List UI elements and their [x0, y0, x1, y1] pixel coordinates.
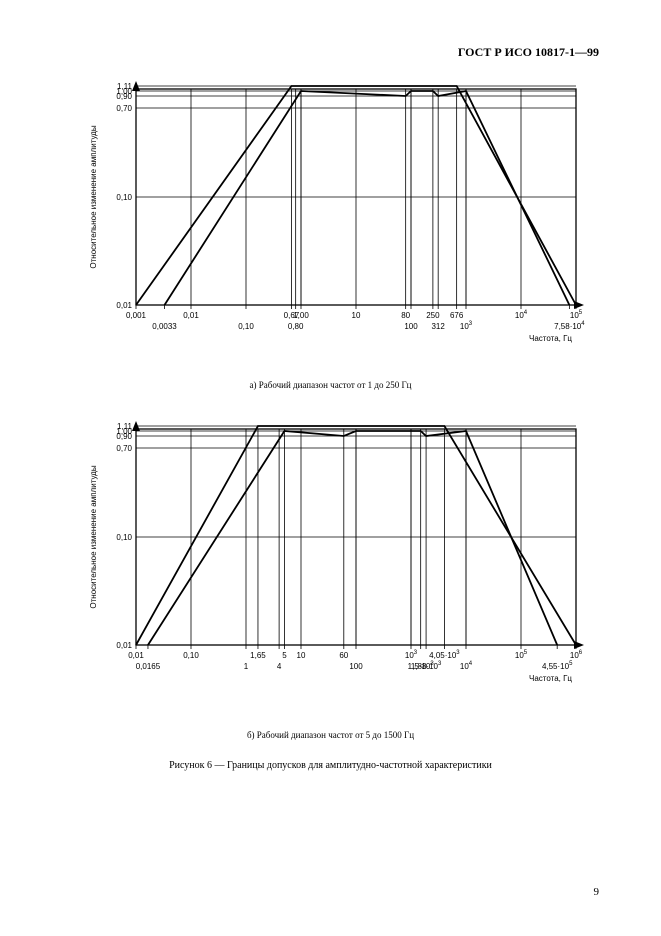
chart-b-subcaption: б) Рабочий диапазон частот от 5 до 1500 …: [0, 730, 661, 740]
svg-text:Относительное изменение амплит: Относительное изменение амплитуды: [89, 125, 98, 268]
svg-text:0,10: 0,10: [116, 193, 132, 202]
document-page: ГОСТ Р ИСО 10817-1—99 0,010,100,700,901,…: [0, 0, 661, 936]
svg-text:250: 250: [426, 311, 440, 320]
svg-text:80: 80: [401, 311, 410, 320]
svg-text:0,70: 0,70: [116, 104, 132, 113]
svg-text:0,10: 0,10: [116, 533, 132, 542]
svg-text:1: 1: [244, 662, 249, 671]
svg-text:100: 100: [349, 662, 363, 671]
svg-text:0,80: 0,80: [288, 322, 304, 331]
svg-text:0,001: 0,001: [126, 311, 147, 320]
svg-text:1,11: 1,11: [117, 82, 133, 91]
svg-text:1,11: 1,11: [117, 422, 133, 431]
svg-text:Относительное изменение амплит: Относительное изменение амплитуды: [89, 465, 98, 608]
svg-text:0,01: 0,01: [116, 301, 132, 310]
svg-text:Частота, Гц: Частота, Гц: [529, 674, 572, 683]
svg-text:0,10: 0,10: [238, 322, 254, 331]
svg-text:0,01: 0,01: [183, 311, 199, 320]
svg-text:Частота, Гц: Частота, Гц: [529, 334, 572, 343]
svg-text:0,0165: 0,0165: [136, 662, 161, 671]
svg-text:4: 4: [277, 662, 282, 671]
chart-b: 0,010,100,700,901,001,110,010,101,655106…: [78, 420, 598, 700]
svg-text:1,65: 1,65: [250, 651, 266, 660]
svg-text:5: 5: [282, 651, 287, 660]
svg-text:0,0033: 0,0033: [152, 322, 177, 331]
svg-text:0,01: 0,01: [128, 651, 144, 660]
chart-a-subcaption: а) Рабочий диапазон частот от 1 до 250 Г…: [0, 380, 661, 390]
chart-a: 0,010,100,700,901,001,110,0010,010,671,0…: [78, 80, 598, 355]
svg-text:10: 10: [352, 311, 361, 320]
svg-text:100: 100: [404, 322, 418, 331]
page-number: 9: [594, 886, 600, 898]
svg-text:10: 10: [297, 651, 306, 660]
svg-text:0,10: 0,10: [183, 651, 199, 660]
svg-text:1,00: 1,00: [293, 311, 309, 320]
figure-caption: Рисунок 6 — Границы допусков для амплиту…: [0, 760, 661, 771]
svg-text:4,05·103: 4,05·103: [429, 650, 460, 660]
standard-code: ГОСТ Р ИСО 10817-1—99: [458, 45, 599, 60]
svg-text:4,55·105: 4,55·105: [542, 661, 573, 671]
svg-text:1,88·103: 1,88·103: [411, 661, 442, 671]
svg-text:60: 60: [339, 651, 348, 660]
svg-text:7,58·104: 7,58·104: [554, 321, 585, 331]
svg-text:0,01: 0,01: [116, 641, 132, 650]
svg-text:312: 312: [431, 322, 445, 331]
svg-text:676: 676: [450, 311, 464, 320]
svg-text:0,70: 0,70: [116, 444, 132, 453]
